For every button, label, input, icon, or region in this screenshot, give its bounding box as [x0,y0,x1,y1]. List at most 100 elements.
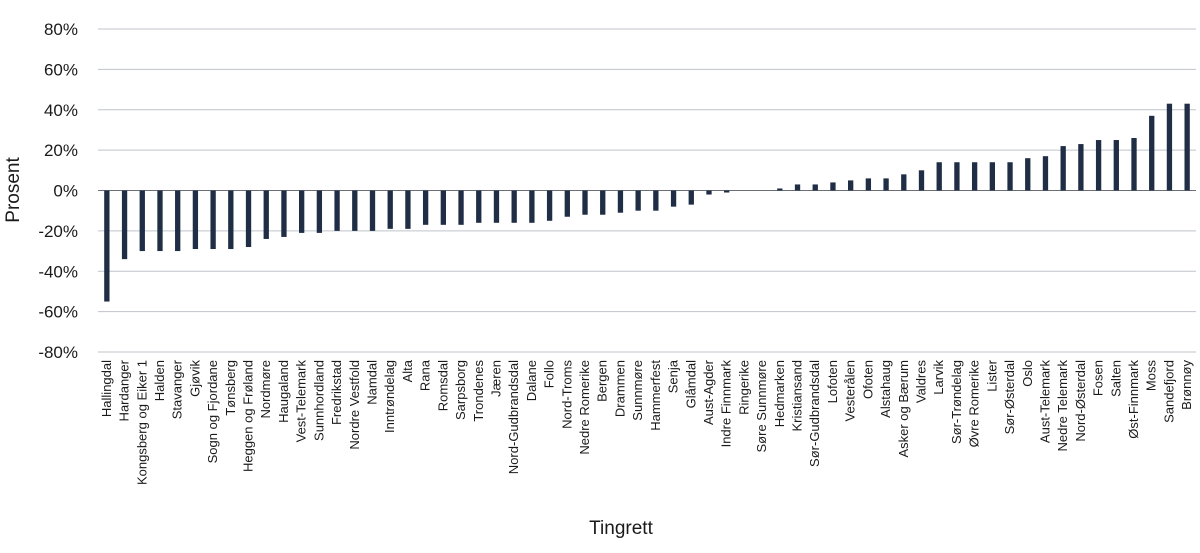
bar [1149,115,1155,191]
bar [1131,138,1137,191]
bar [865,178,872,191]
category-label: Kristiansand [790,360,805,432]
category-label: Heggen og Frøland [241,360,256,472]
bar [493,190,500,223]
x-axis-title: Tingrett [589,518,653,539]
bar [812,184,818,191]
category-label: Sunnhordland [311,360,326,441]
bar [529,190,535,223]
bar [954,162,960,191]
bar [582,190,588,215]
category-label: Aust-Telemark [1037,360,1052,444]
category-label: Nedre Telemark [1055,360,1070,452]
bar [157,190,163,252]
category-label: Søre Sunnmøre [754,360,769,452]
bar [706,190,712,195]
category-label: Drammen [612,360,627,417]
category-label: Salten [1108,360,1123,397]
category-label: Valdres [914,360,929,404]
category-label: Dalane [524,360,539,401]
bar [458,190,464,225]
bar [1060,146,1066,191]
y-tick-label: 60% [44,60,78,79]
category-label: Nord-Gudbrandsdal [506,360,521,474]
category-label: Sør-Gudbrandsdal [807,360,822,467]
bar [175,190,181,252]
category-label: Bergen [595,360,610,402]
x-axis-category-labels: Hallingdal Hardanger Kongsberg og Eiker 1 H… [99,359,1194,485]
bar [405,190,411,229]
bar [653,190,659,211]
bar [1007,162,1013,191]
bar [1042,156,1049,191]
bar [670,190,677,207]
bar [564,190,570,217]
category-label: Brønnøy [1179,360,1194,410]
category-label: Romsdal [435,360,450,411]
gridlines [98,28,1196,353]
category-label: Asker og Bærum [896,360,911,458]
y-tick-label: 40% [44,101,78,120]
category-label: Aust-Agder [701,359,716,425]
bar [724,190,730,193]
bar [989,162,995,191]
bar [228,190,234,250]
category-label: Rana [418,359,433,391]
category-label: Kongsberg og Eiker 1 [134,360,149,485]
bar [192,190,199,250]
bar [688,190,694,205]
category-label: Trondenes [471,360,486,422]
category-label: Nord-Østerdal [1073,360,1088,442]
bar [334,190,340,231]
category-label: Nord-Troms [559,360,574,429]
category-label: Nordre Vestfold [347,360,362,450]
bar [210,190,216,250]
bar [936,162,942,191]
category-label: Lofoten [825,360,840,403]
bar [1095,140,1102,191]
category-label: Senja [666,359,681,393]
category-label: Jæren [488,360,503,397]
category-label: Tønsberg [223,360,238,416]
y-tick-label: 80% [44,20,78,39]
bar [139,190,145,252]
bar [352,190,358,231]
category-label: Oslo [1020,360,1035,387]
category-label: Hammerfest [648,360,663,431]
bar [263,190,269,239]
bar [971,162,978,191]
category-label: Sogn og Fjordane [205,360,220,463]
category-label: Stavanger [170,359,185,419]
bar [546,190,553,221]
bar [511,190,517,223]
category-label: Hallingdal [99,360,114,417]
category-label: Fredrikstad [329,360,344,425]
category-label: Sandefjord [1161,360,1176,423]
bar [600,190,606,215]
category-label: Nedre Romerike [577,360,592,455]
category-label: Gjøvik [187,360,202,397]
category-label: Vest-Telemark [294,360,309,443]
category-label: Follo [542,360,557,388]
bar [245,190,252,248]
bar [1025,158,1031,191]
bar [316,190,323,233]
bar [281,190,287,237]
y-tick-label: -40% [38,262,78,281]
y-tick-label: 0% [53,182,78,201]
bar [422,190,429,225]
category-label: Sør-Østerdal [1002,360,1017,435]
bar [121,190,128,260]
bar [901,174,907,191]
category-label: Glåmdal [683,360,698,409]
category-label: Alta [400,359,415,382]
bar [848,180,854,191]
bar [883,178,889,191]
category-label: Inntrøndelag [382,360,397,433]
y-tick-label: -20% [38,222,78,241]
category-label: Sør-Trøndelag [949,360,964,444]
bar [635,190,641,211]
bar [617,190,624,213]
category-label: Hardanger [117,359,132,421]
